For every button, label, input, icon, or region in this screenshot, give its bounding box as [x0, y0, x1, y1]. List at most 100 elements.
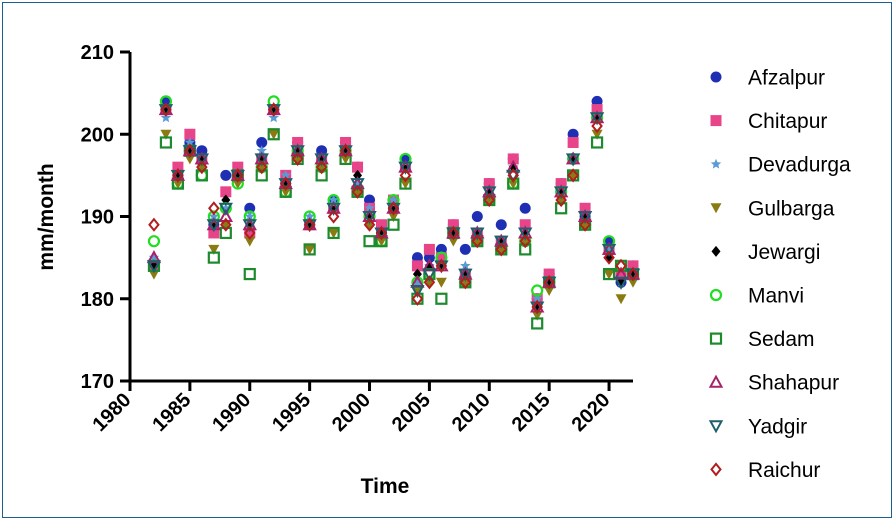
data-point: [268, 112, 279, 123]
data-point: [363, 235, 376, 248]
data-point: [435, 258, 448, 273]
data-point: [495, 219, 507, 231]
data-point: [194, 153, 210, 167]
data-point: [495, 242, 508, 257]
legend-marker: [711, 245, 721, 257]
data-point: [423, 275, 436, 290]
data-point: [375, 225, 388, 241]
data-point: [303, 217, 316, 232]
data-point: [184, 136, 196, 147]
data-point: [303, 243, 316, 256]
data-point: [603, 250, 615, 265]
data-point: [208, 244, 220, 255]
legend-marker: [710, 158, 722, 169]
data-point: [567, 168, 579, 183]
legend-marker: [710, 71, 722, 83]
data-point: [256, 145, 267, 156]
data-point: [218, 202, 234, 216]
data-point: [195, 169, 208, 182]
data-point: [470, 227, 485, 241]
data-point: [268, 129, 280, 140]
data-point: [591, 118, 603, 134]
data-point: [327, 226, 340, 240]
data-point: [519, 219, 531, 231]
data-point: [256, 136, 268, 148]
legend-label: Afzalpur: [748, 67, 825, 90]
data-point: [362, 211, 377, 225]
data-point: [255, 160, 268, 175]
data-point: [531, 299, 543, 315]
data-point: [376, 219, 387, 231]
data-point: [231, 168, 244, 183]
legend: Afzalpur Chitapur Devadurga Gulbarga Jewargi…: [708, 67, 851, 482]
data-point: [602, 235, 616, 248]
data-point: [471, 234, 484, 249]
legend-item: Yadgir: [708, 415, 807, 438]
data-point: [483, 178, 495, 190]
legend-item: Raichur: [710, 459, 820, 482]
data-point: [591, 129, 603, 140]
legend-marker: [708, 374, 724, 388]
x-tick-label: 2010: [448, 389, 495, 436]
data-point: [387, 193, 400, 207]
data-point: [458, 268, 473, 282]
data-point: [196, 160, 208, 175]
data-point: [350, 178, 365, 192]
data-point: [147, 235, 161, 248]
data-point: [411, 286, 423, 297]
y-axis-title: mm/month: [35, 163, 58, 270]
data-point: [615, 258, 627, 273]
data-point: [172, 168, 184, 183]
data-point: [206, 219, 222, 233]
y-tick-label: 180: [81, 289, 114, 311]
data-point: [376, 236, 387, 247]
data-point: [613, 276, 629, 290]
data-point: [220, 186, 232, 198]
data-point: [388, 194, 399, 205]
data-point: [160, 112, 172, 123]
legend-marker: [710, 115, 722, 127]
legend-item: Chitapur: [710, 110, 827, 133]
data-point: [339, 152, 352, 166]
data-point: [327, 209, 340, 224]
data-point: [459, 275, 472, 290]
data-point: [518, 227, 533, 241]
data-point: [303, 210, 316, 223]
data-point: [219, 226, 232, 240]
legend-marker: [709, 288, 723, 302]
data-point: [412, 276, 423, 287]
data-point: [208, 227, 220, 239]
x-tick-label: 2015: [508, 389, 555, 436]
legend-label: Gulbarga: [748, 197, 835, 220]
data-point: [435, 277, 447, 288]
data-point: [423, 243, 435, 255]
data-point: [447, 219, 459, 231]
legend-label: Devadurga: [748, 154, 851, 177]
legend-marker: [710, 462, 722, 477]
legend-item: Jewargi: [711, 241, 820, 264]
data-point: [254, 153, 269, 167]
data-point: [387, 212, 399, 222]
data-point: [459, 243, 471, 255]
legend-marker: [708, 420, 724, 434]
data-point: [601, 243, 617, 257]
legend-item: Shahapur: [708, 372, 839, 395]
legend-item: Gulbarga: [710, 197, 835, 220]
data-point: [482, 186, 497, 200]
legend-label: Raichur: [748, 459, 820, 482]
data-point: [267, 102, 280, 117]
data-point: [494, 235, 509, 249]
data-point: [519, 243, 532, 256]
data-point: [577, 211, 593, 225]
data-point: [279, 176, 292, 191]
data-point: [220, 217, 232, 232]
data-points: [146, 95, 641, 330]
data-point: [627, 277, 639, 288]
data-point: [208, 201, 220, 216]
data-point: [328, 228, 340, 239]
data-point: [375, 235, 388, 248]
legend-label: Sedam: [748, 328, 815, 351]
data-point: [243, 210, 256, 223]
data-point: [148, 269, 160, 280]
data-point: [218, 208, 234, 222]
